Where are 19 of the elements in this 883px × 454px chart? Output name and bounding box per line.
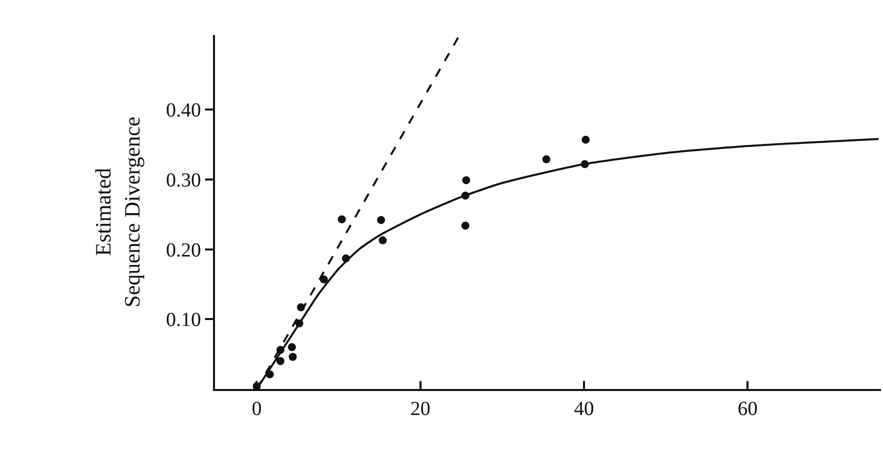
x-tick-label: 0 xyxy=(252,398,262,420)
point xyxy=(288,343,296,352)
point xyxy=(462,176,470,184)
point xyxy=(378,236,387,244)
x-tick-label: 60 xyxy=(738,398,758,420)
point xyxy=(461,222,470,230)
y-axis-title: Estimated Sequence Divergence xyxy=(90,116,144,308)
point xyxy=(582,136,590,144)
y-tick-label: 0.40 xyxy=(166,100,201,122)
y-tick-label: 0.20 xyxy=(166,239,201,262)
y-tick-label: 0.30 xyxy=(166,170,201,192)
point xyxy=(288,352,297,361)
point xyxy=(542,155,550,164)
point xyxy=(276,357,284,366)
x-tick-label: 40 xyxy=(574,398,594,420)
point xyxy=(338,215,346,224)
y-tick-label: 0.10 xyxy=(166,309,201,332)
point xyxy=(377,216,386,224)
x-tick-label: 20 xyxy=(410,398,430,420)
